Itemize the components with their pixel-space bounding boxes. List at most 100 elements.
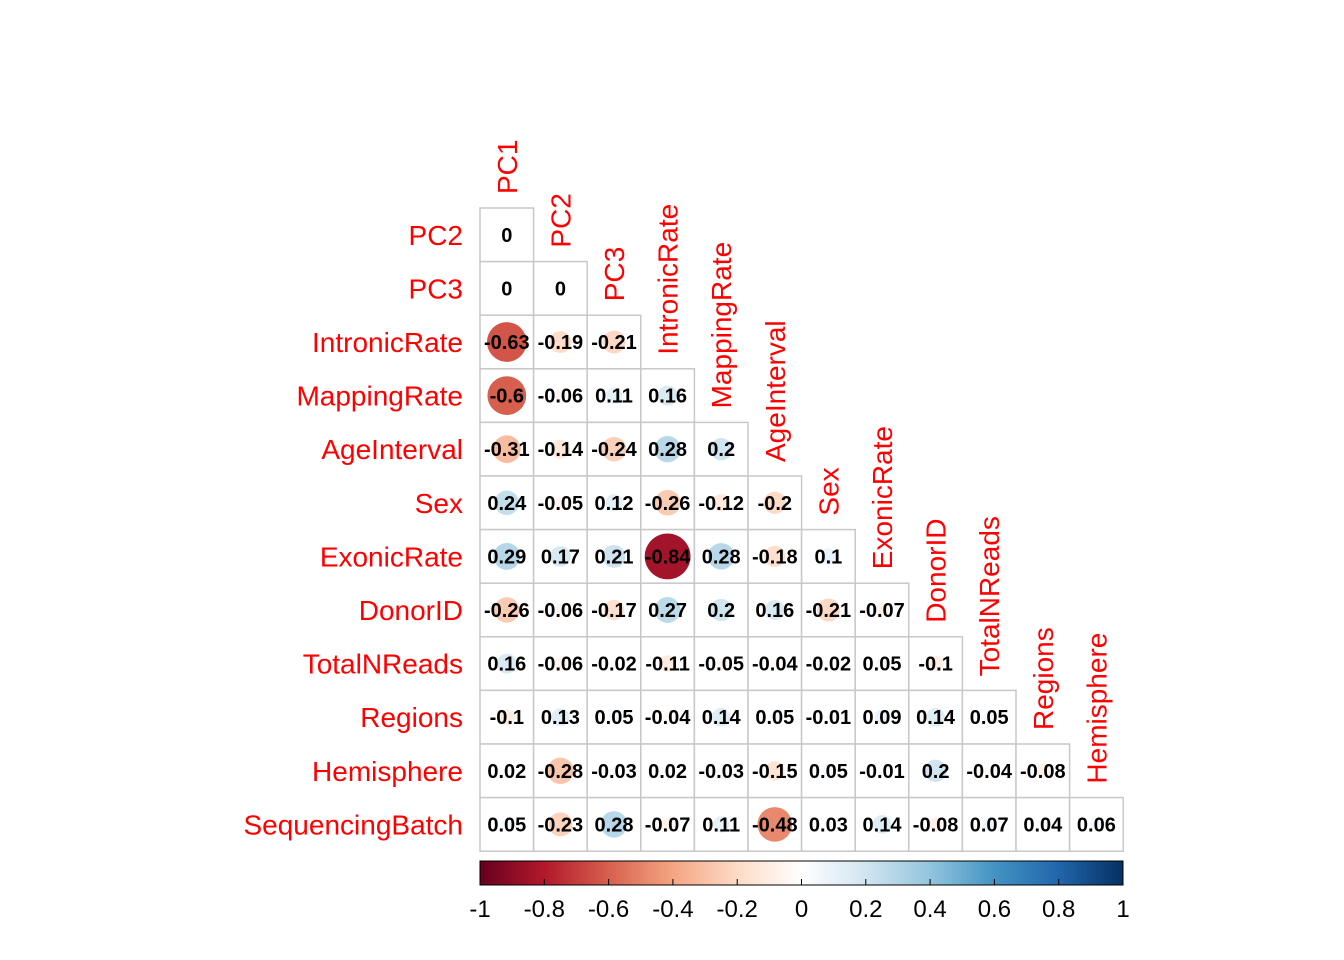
- correlation-value-label: -0.08: [913, 814, 959, 836]
- correlation-circle: [1090, 818, 1103, 831]
- correlation-value-label: 0.16: [755, 600, 794, 622]
- correlation-circle: [501, 818, 513, 830]
- row-labels: PC2 PC3 IntronicRate MappingRate AgeInterval…: [243, 220, 463, 841]
- correlation-value-label: -0.06: [538, 600, 584, 622]
- correlation-circle: [554, 497, 566, 509]
- correlation-value-label: 0.05: [595, 707, 634, 729]
- correlation-circle: [660, 817, 675, 832]
- correlation-circle: [984, 765, 995, 776]
- correlation-value-label: -0.07: [859, 600, 905, 622]
- matrix-cell: [532, 421, 588, 477]
- correlation-value-label: 0.27: [648, 600, 687, 622]
- correlation-circle: [820, 548, 837, 565]
- correlation-value-label: 0.07: [970, 814, 1009, 836]
- correlation-circle: [547, 757, 574, 785]
- correlation-circle: [824, 820, 833, 829]
- correlation-value-label: -0.03: [591, 761, 637, 783]
- correlation-value-label: 0.14: [702, 707, 742, 729]
- correlation-value-label: -0.11: [645, 654, 689, 676]
- correlation-value-label: -0.28: [538, 761, 584, 783]
- column-label: PC1: [492, 140, 523, 194]
- correlation-value-label: -0.08: [1020, 761, 1066, 783]
- correlation-value-label: 0.2: [707, 439, 735, 461]
- correlation-circle: [875, 603, 889, 617]
- matrix-cell: [479, 260, 535, 316]
- correlation-circle: [769, 658, 780, 669]
- correlation-circle: [822, 765, 834, 777]
- correlation-circle: [554, 389, 567, 402]
- row-label: PC2: [409, 220, 463, 251]
- row-label: IntronicRate: [312, 327, 463, 358]
- correlation-circle: [498, 709, 515, 726]
- correlation-value-label: -0.07: [645, 814, 691, 836]
- correlation-value-label: -0.21: [591, 332, 637, 354]
- correlation-value-label: -0.05: [698, 654, 744, 676]
- correlation-circle: [757, 807, 793, 842]
- colorbar-tick-label: 0.6: [978, 896, 1011, 923]
- correlation-value-label: 0.14: [863, 814, 903, 836]
- correlation-value-label: -0.26: [645, 493, 691, 515]
- correlation-circle: [710, 598, 733, 622]
- correlation-circle: [763, 491, 786, 514]
- correlation-circle: [712, 494, 730, 512]
- correlation-value-label: 0.03: [809, 814, 848, 836]
- column-label: Sex: [813, 467, 844, 515]
- correlation-circle: [765, 761, 785, 781]
- correlation-circle: [879, 768, 885, 774]
- correlation-value-label: -0.31: [484, 439, 530, 461]
- correlation-circle: [824, 660, 832, 668]
- correlation-circle: [487, 376, 527, 415]
- correlation-circle: [494, 597, 520, 623]
- correlation-value-label: -0.23: [538, 814, 584, 836]
- correlation-value-label: -0.05: [538, 493, 584, 515]
- correlation-value-label: -0.06: [538, 386, 584, 408]
- correlation-value-label: 0.28: [702, 546, 741, 568]
- correlation-value-label: 0.05: [863, 654, 902, 676]
- correlation-circle: [601, 436, 627, 462]
- correlation-circle: [551, 708, 570, 727]
- correlation-value-label: 0.11: [702, 814, 740, 836]
- colorbar-tick-label: 0: [795, 896, 808, 923]
- correlation-circle: [492, 435, 521, 464]
- correlation-value-label: -0.26: [484, 600, 530, 622]
- correlation-value-label: -0.12: [698, 493, 744, 515]
- correlation-circle: [876, 658, 888, 670]
- column-label: PC3: [599, 247, 630, 301]
- correlation-value-label: 0.05: [755, 707, 794, 729]
- correlation-circle: [496, 653, 517, 674]
- correlation-value-label: 0.17: [541, 546, 580, 568]
- correlation-circle: [549, 331, 572, 353]
- correlation-circle: [608, 711, 620, 723]
- correlation-circle: [550, 546, 571, 567]
- correlation-circle: [874, 709, 890, 725]
- row-label: Hemisphere: [312, 756, 463, 787]
- matrix-cell: [479, 207, 535, 263]
- correlation-circle: [654, 597, 681, 623]
- correlation-circle: [769, 711, 781, 723]
- correlation-circle: [503, 767, 511, 775]
- correlation-value-label: 0.11: [595, 386, 633, 408]
- correlation-value-label: -0.84: [645, 546, 691, 568]
- correlation-value-label: 0.02: [487, 761, 526, 783]
- colorbar-tick-label: 0.8: [1042, 896, 1075, 923]
- correlation-circle: [605, 494, 623, 512]
- correlation-circle: [654, 435, 681, 463]
- row-label: Regions: [360, 702, 463, 733]
- matrix-cell: [532, 475, 588, 531]
- correlation-value-label: -0.6: [490, 386, 524, 408]
- correlation-value-label: -0.18: [752, 546, 798, 568]
- correlation-circle: [983, 711, 995, 723]
- correlation-value-label: -0.24: [591, 439, 637, 461]
- correlation-value-label: 0.12: [595, 493, 634, 515]
- correlation-value-label: 0.24: [487, 493, 527, 515]
- correlation-circle: [659, 655, 676, 672]
- correlation-circle: [707, 543, 735, 570]
- correlation-value-label: 0.02: [648, 761, 687, 783]
- correlation-circle: [605, 387, 623, 404]
- column-label: TotalNReads: [974, 516, 1005, 676]
- correlation-circle: [664, 767, 672, 775]
- matrix-cell: [532, 368, 588, 424]
- correlation-circle: [816, 598, 840, 622]
- correlation-value-label: 0: [555, 278, 566, 300]
- correlation-value-label: 0.14: [916, 707, 956, 729]
